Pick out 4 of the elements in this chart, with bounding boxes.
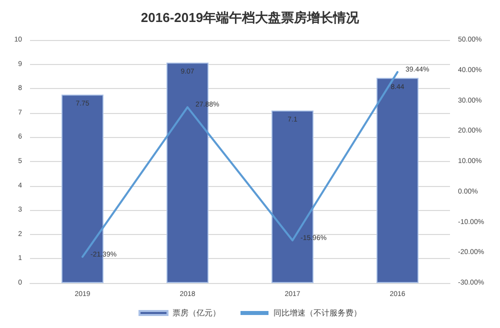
- bar: [376, 78, 418, 283]
- chart-title: 2016-2019年端午档大盘票房增长情况: [140, 10, 360, 25]
- legend-label: 同比增速（不计服务费）: [274, 308, 362, 318]
- legend-label: 票房（亿元）: [172, 308, 220, 318]
